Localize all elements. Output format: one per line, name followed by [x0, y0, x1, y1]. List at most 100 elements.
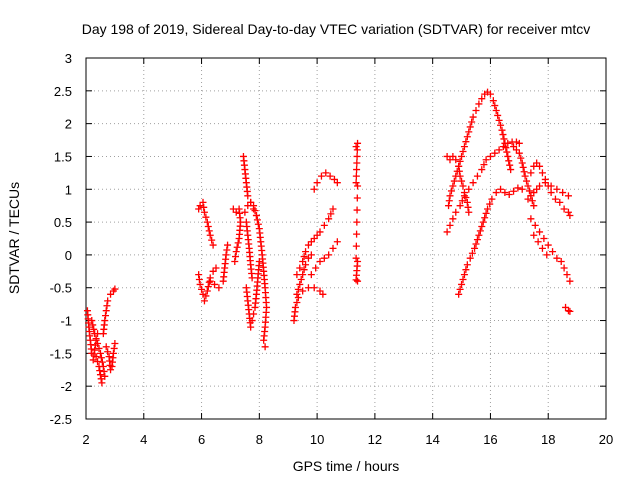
data-point	[460, 143, 468, 151]
data-point	[481, 214, 489, 222]
data-point	[520, 168, 528, 176]
y-tick-label: -2.5	[50, 412, 72, 427]
data-point	[102, 343, 110, 351]
data-point	[505, 191, 513, 199]
series-arc-g2	[524, 179, 572, 203]
x-tick-label: 16	[483, 432, 497, 447]
data-point	[88, 317, 96, 325]
data-point	[224, 241, 232, 249]
data-point	[200, 203, 208, 211]
data-point	[353, 218, 361, 226]
data-point	[499, 131, 507, 139]
data-point	[507, 166, 515, 174]
series-arc-d4	[307, 238, 341, 279]
data-point	[536, 162, 544, 170]
series-arc-c4	[242, 257, 263, 331]
data-point	[466, 254, 474, 262]
data-point	[531, 221, 539, 229]
y-tick-label: -0.5	[50, 281, 72, 296]
data-point	[486, 200, 494, 208]
data-point	[299, 271, 307, 279]
data-point	[329, 244, 337, 252]
y-tick-label: -2	[60, 379, 72, 394]
data-point	[253, 216, 261, 224]
data-point	[564, 192, 572, 200]
data-point	[352, 143, 360, 151]
data-point	[445, 197, 453, 205]
data-point	[517, 154, 525, 162]
data-point	[300, 266, 308, 274]
data-point	[255, 257, 263, 265]
data-point	[468, 249, 476, 257]
data-point	[320, 221, 328, 229]
x-tick-label: 10	[310, 432, 324, 447]
data-point	[459, 182, 467, 190]
data-point	[463, 133, 471, 141]
series-arc-c2	[239, 152, 260, 220]
data-point	[486, 90, 494, 98]
data-point	[443, 228, 451, 236]
data-point	[456, 285, 464, 293]
data-point	[98, 379, 106, 387]
x-axis-label: GPS time / hours	[293, 458, 400, 474]
data-point	[518, 159, 526, 167]
data-point	[326, 172, 334, 180]
data-point	[97, 354, 105, 362]
data-point	[325, 251, 333, 259]
data-point	[310, 284, 318, 292]
data-point	[353, 166, 361, 174]
data-point	[523, 177, 531, 185]
data-point	[495, 116, 503, 124]
data-point	[111, 285, 119, 293]
data-point	[92, 353, 100, 361]
data-point	[202, 292, 210, 300]
data-point	[209, 241, 217, 249]
data-point	[495, 146, 503, 154]
data-point	[96, 371, 104, 379]
data-point	[353, 194, 361, 202]
data-point	[446, 192, 454, 200]
data-point	[195, 271, 203, 279]
data-point	[465, 208, 473, 216]
data-point	[553, 254, 561, 262]
data-point	[195, 276, 203, 284]
data-point	[449, 215, 457, 223]
data-point	[462, 138, 470, 146]
data-point	[199, 198, 207, 206]
data-point	[462, 266, 470, 274]
series-arc-c1	[229, 205, 245, 265]
data-point	[488, 195, 496, 203]
data-point	[452, 156, 460, 164]
data-point	[455, 162, 463, 170]
data-point	[518, 185, 526, 193]
data-point	[515, 149, 523, 157]
y-tick-label: 2.5	[54, 84, 72, 99]
y-axis-label: SDTVAR / TECUs	[6, 182, 22, 294]
data-point	[96, 367, 104, 375]
data-point	[469, 179, 477, 187]
x-tick-label: 20	[599, 432, 613, 447]
axis-ticks	[85, 57, 607, 420]
series-arc-e1	[352, 139, 362, 285]
data-point	[293, 298, 301, 306]
data-point	[296, 280, 304, 288]
data-point	[353, 206, 361, 214]
data-point	[452, 172, 460, 180]
data-point	[497, 185, 505, 193]
data-point	[205, 227, 213, 235]
data-point	[94, 340, 102, 348]
data-point	[447, 187, 455, 195]
data-point	[294, 294, 302, 302]
data-point	[101, 372, 109, 380]
data-point	[299, 287, 307, 295]
data-point	[553, 185, 561, 193]
data-point	[459, 276, 467, 284]
data-point	[458, 177, 466, 185]
data-point	[203, 218, 211, 226]
data-point	[90, 325, 98, 333]
data-point	[352, 172, 360, 180]
y-tick-label: 1	[65, 182, 72, 197]
series-arc-f4	[455, 184, 526, 298]
data-point	[208, 236, 216, 244]
data-point	[244, 192, 252, 200]
